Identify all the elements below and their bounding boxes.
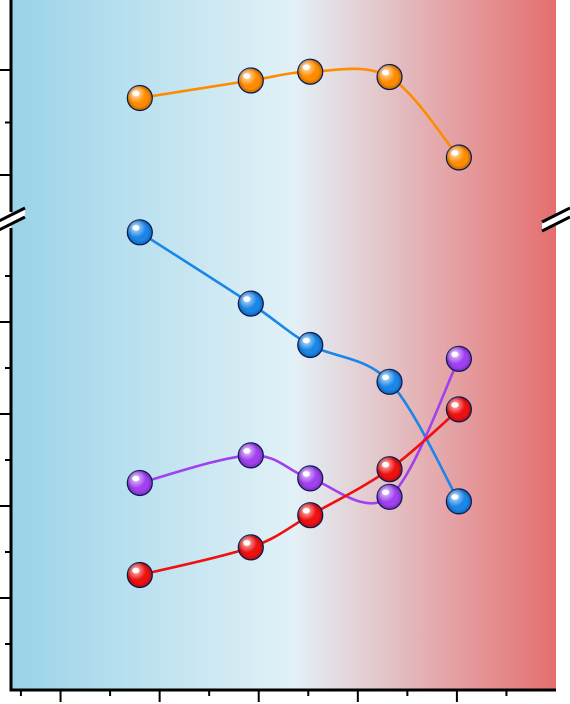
point-glint <box>381 489 390 496</box>
point-glint <box>451 150 459 156</box>
point-glint <box>132 475 140 482</box>
point-glint <box>381 374 390 381</box>
data-point-purple-3 <box>297 465 324 492</box>
data-point-orange-1 <box>126 84 153 112</box>
axis-break-slash-1 <box>541 206 570 224</box>
data-point-orange-5 <box>445 144 472 171</box>
point-highlight <box>446 346 472 372</box>
point-highlight <box>297 59 323 85</box>
point-glint <box>302 337 310 344</box>
point-highlight <box>297 502 323 528</box>
data-point-purple-4 <box>376 483 403 510</box>
data-point-orange-3 <box>297 58 324 85</box>
point-highlight <box>446 145 472 170</box>
point-glint <box>243 448 251 454</box>
point-highlight <box>238 291 264 317</box>
data-point-purple-1 <box>126 469 153 497</box>
point-glint <box>302 64 310 71</box>
point-highlight <box>127 85 153 111</box>
point-highlight <box>377 484 403 510</box>
point-highlight <box>446 396 472 422</box>
point-highlight <box>127 219 153 245</box>
point-highlight <box>127 562 153 588</box>
plot-background <box>11 0 556 690</box>
point-glint <box>381 69 390 76</box>
axis-break-slash-1 <box>0 206 26 223</box>
data-point-blue-4 <box>376 368 403 395</box>
point-highlight <box>297 332 323 358</box>
point-highlight <box>127 470 153 496</box>
axis-break-left <box>0 206 26 232</box>
data-point-orange-4 <box>376 63 403 91</box>
point-highlight <box>238 442 264 468</box>
data-point-red-1 <box>126 561 153 589</box>
data-point-blue-5 <box>445 488 472 515</box>
point-highlight <box>377 456 403 482</box>
axis-break-slash-2 <box>541 215 570 233</box>
point-glint <box>451 402 459 408</box>
point-highlight <box>446 488 472 514</box>
data-point-purple-5 <box>445 345 472 372</box>
data-point-blue-2 <box>237 290 264 317</box>
point-glint <box>451 494 459 500</box>
point-glint <box>132 225 140 231</box>
point-glint <box>302 471 310 477</box>
data-point-red-3 <box>297 502 324 529</box>
data-point-red-4 <box>376 456 403 483</box>
data-point-blue-3 <box>297 331 324 359</box>
axis-break-gap <box>0 208 25 230</box>
point-glint <box>302 507 310 514</box>
axis-break-gap <box>542 208 570 231</box>
data-point-orange-2 <box>237 67 264 94</box>
point-glint <box>132 90 140 97</box>
point-glint <box>243 540 251 546</box>
point-glint <box>243 73 251 79</box>
point-highlight <box>238 534 264 560</box>
axis-break-right <box>541 206 570 233</box>
point-highlight <box>377 64 403 90</box>
point-highlight <box>238 68 264 93</box>
axis-break-slash-2 <box>0 215 26 232</box>
data-point-red-2 <box>237 534 264 561</box>
data-point-blue-1 <box>126 219 153 246</box>
data-point-purple-2 <box>237 442 264 469</box>
series-points <box>126 58 472 589</box>
point-glint <box>243 296 251 302</box>
point-glint <box>381 461 390 468</box>
point-highlight <box>377 369 403 395</box>
data-point-red-5 <box>445 396 472 423</box>
point-glint <box>451 351 459 358</box>
point-glint <box>132 567 140 574</box>
point-highlight <box>297 465 323 491</box>
